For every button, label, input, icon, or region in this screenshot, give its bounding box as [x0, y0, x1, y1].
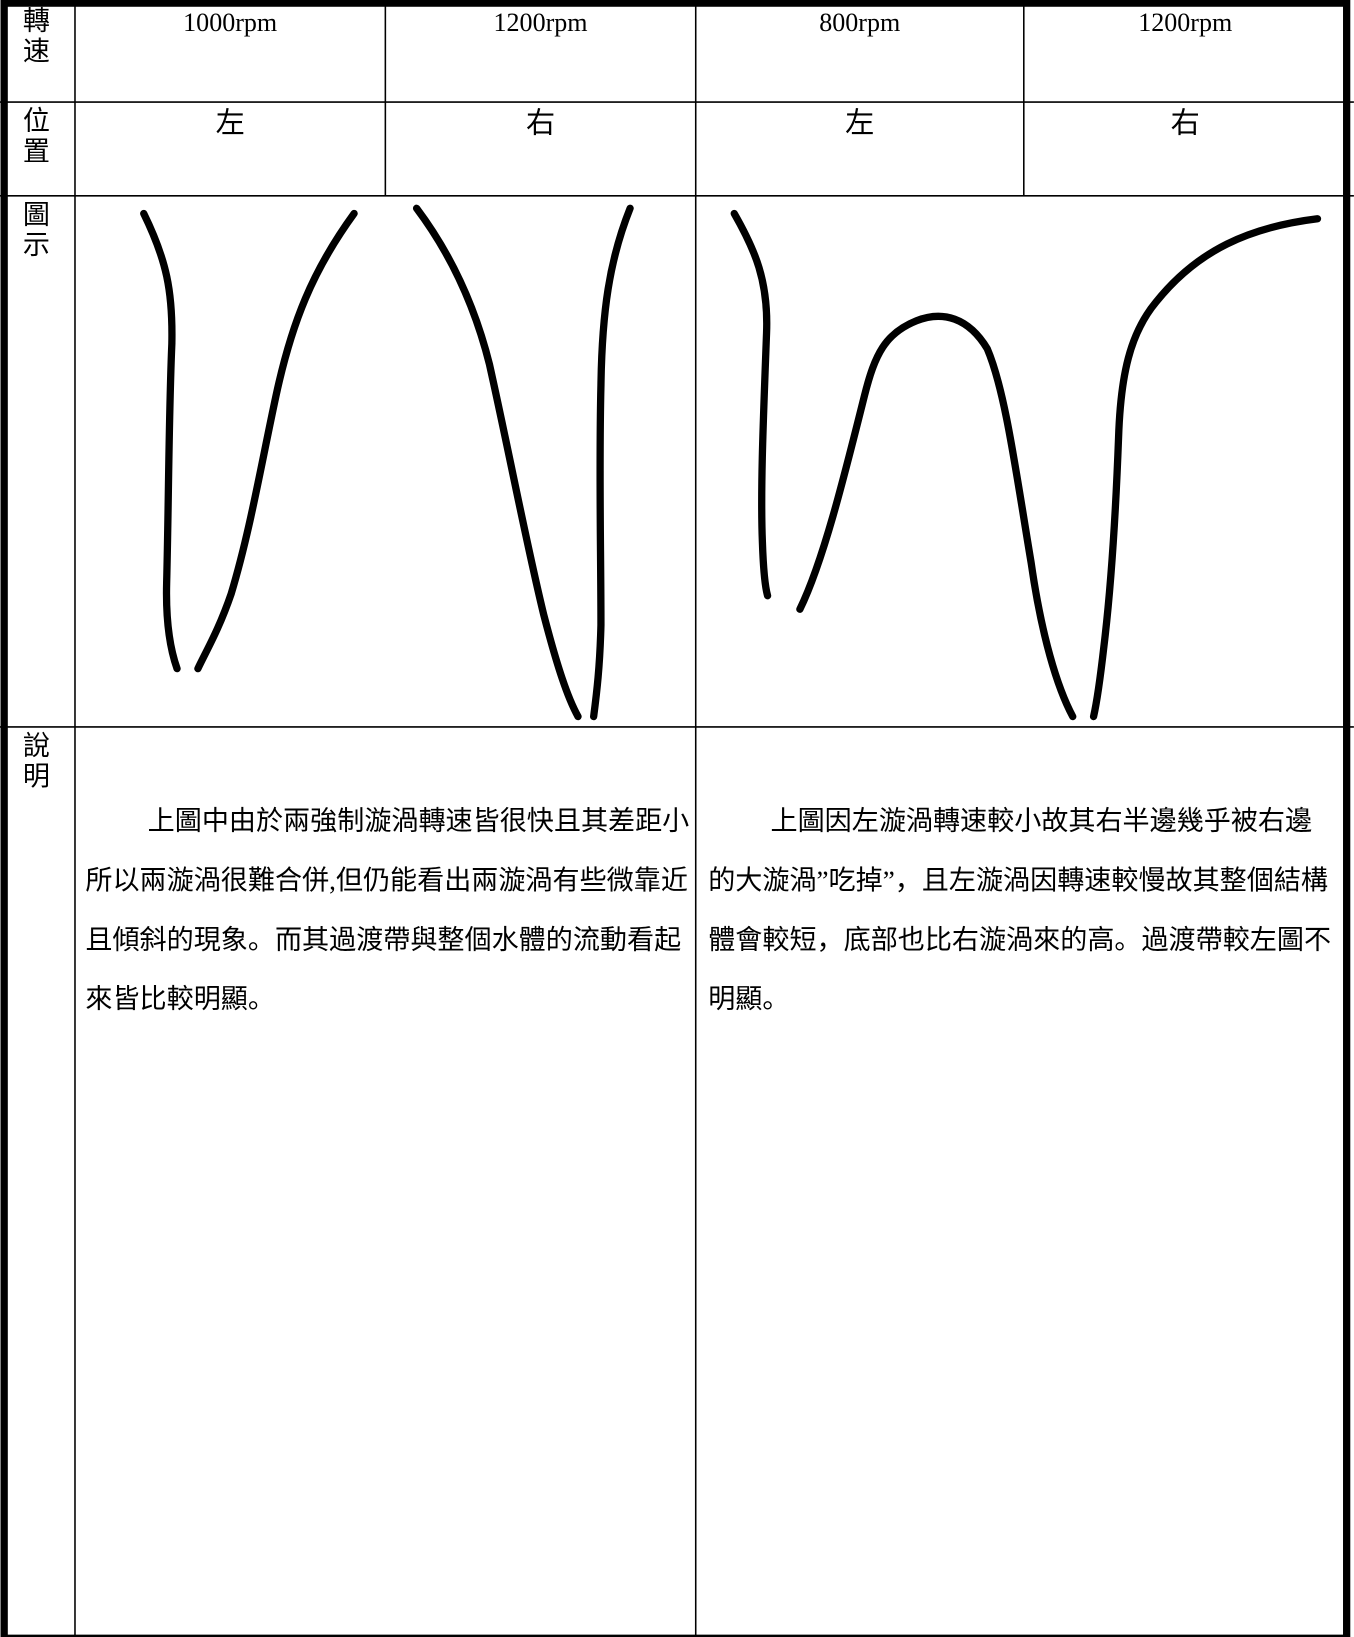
- header-cell: 1200rpm: [385, 8, 695, 39]
- description: 上圖因左漩渦轉速較小故其右半邊幾乎被右邊的大漩渦”吃掉”，且左漩渦因轉速較慢故其…: [708, 792, 1333, 1029]
- document: 轉速 1000rpm 1200rpm 800rpm 1200rpm 位置 左 右…: [0, 0, 1354, 1637]
- row-label: 轉速: [23, 6, 54, 66]
- header-cell: 1200rpm: [1024, 8, 1347, 39]
- vortex-curve: [734, 214, 767, 596]
- row-label: 位置: [23, 106, 54, 166]
- position-cell: 左: [696, 108, 1024, 139]
- vortex-curve: [417, 208, 578, 716]
- page: 轉速 1000rpm 1200rpm 800rpm 1200rpm 位置 左 右…: [0, 0, 1354, 1637]
- vortex-curve: [800, 316, 1073, 716]
- row-label: 圖示: [23, 200, 54, 260]
- vortex-diagram: [144, 208, 1318, 716]
- vortex-curve: [594, 208, 630, 716]
- vortex-curve: [1094, 219, 1318, 717]
- position-cell: 左: [75, 108, 385, 139]
- vortex-curve: [198, 214, 354, 669]
- position-cell: 右: [385, 108, 695, 139]
- position-cell: 右: [1024, 108, 1347, 139]
- header-cell: 800rpm: [696, 8, 1024, 39]
- header-cell: 1000rpm: [75, 8, 385, 39]
- description: 上圖中由於兩強制漩渦轉速皆很快且其差距小所以兩漩渦很難合併,但仍能看出兩漩渦有些…: [85, 792, 691, 1029]
- vortex-curve: [144, 214, 177, 669]
- row-label: 說明: [23, 731, 54, 791]
